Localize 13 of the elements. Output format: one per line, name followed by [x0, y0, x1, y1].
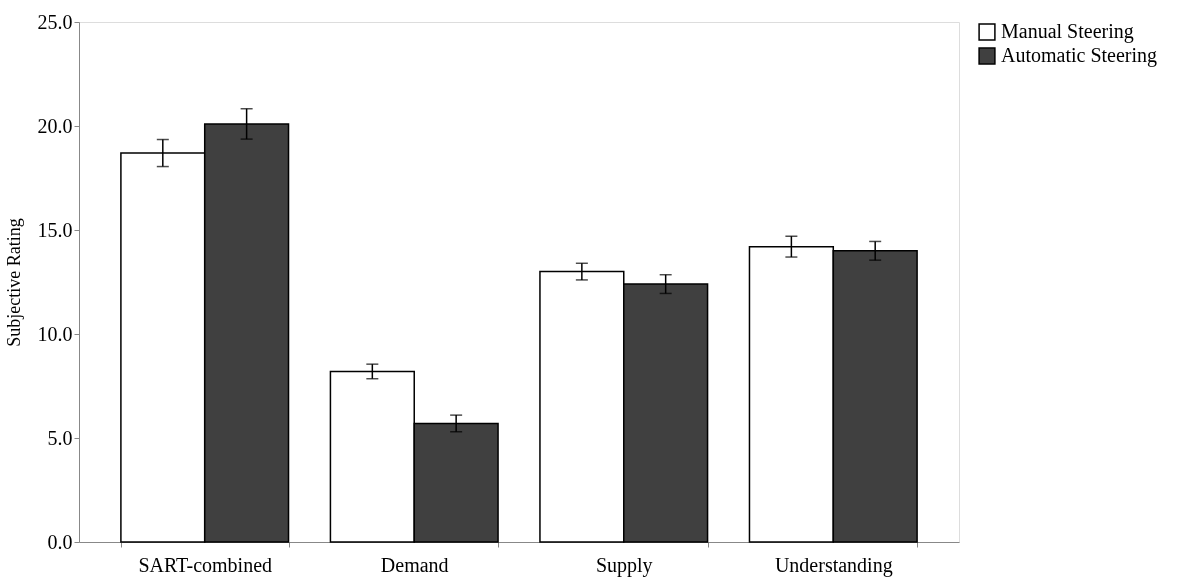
y-tick-label: 10.0 — [37, 322, 73, 345]
x-tick-label: Supply — [595, 553, 653, 577]
legend-label: Automatic Steering — [1001, 44, 1158, 67]
y-tick-label: 20.0 — [37, 114, 73, 137]
x-tick-label: Demand — [380, 553, 449, 576]
x-tick-label: Understanding — [774, 553, 893, 577]
y-axis-title: Subjective Rating — [3, 218, 24, 347]
x-tick-label: SART-combined — [138, 553, 273, 576]
y-tick-label: 25.0 — [37, 10, 73, 33]
legend-label: Manual Steering — [1001, 20, 1134, 43]
y-tick-label: 0.0 — [47, 530, 73, 553]
y-tick-label: 15.0 — [37, 218, 73, 241]
y-tick-label: 5.0 — [47, 426, 73, 449]
